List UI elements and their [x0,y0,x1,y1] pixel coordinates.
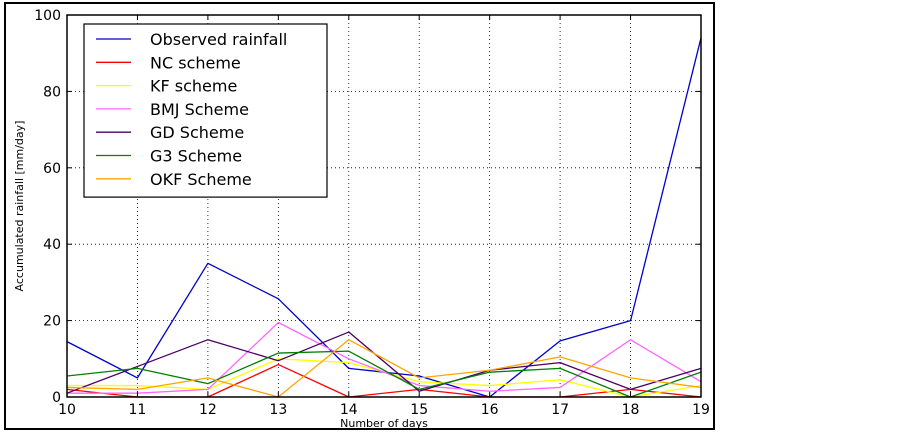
x-axis-label: Number of days [340,417,428,428]
plot-border [66,14,702,398]
grid-lines [67,15,701,397]
legend: Observed rainfall NC scheme KF scheme BMJ S… [83,23,328,198]
series-line [66,331,702,394]
x-tick-label: 10 [58,402,76,418]
x-tick-label: 17 [551,402,569,418]
x-tick-label: 18 [622,402,640,418]
legend-label: Observed rainfall [150,30,287,49]
x-tick-label: 13 [269,402,287,418]
series-line [66,339,702,398]
legend-label: KF scheme [150,77,237,96]
figure-frame: 10 11 12 13 14 15 16 17 18 19 0 20 40 60 80 100 Number… [4,2,715,430]
line-chart: 10 11 12 13 14 15 16 17 18 19 0 20 40 60 80 100 Number… [13,8,710,428]
series-line [66,350,702,398]
legend-label: G3 Scheme [150,147,242,166]
series-line [67,321,702,394]
x-tick-label: 16 [481,402,499,418]
legend-label: BMJ Scheme [150,100,249,119]
y-tick-label: 80 [43,84,61,100]
y-tick-label: 60 [43,161,61,177]
x-tick-label: 15 [410,402,428,418]
series-lines [66,37,702,398]
x-tick-label: 12 [199,402,217,418]
legend-label: NC scheme [150,53,241,72]
legend-box [83,23,328,198]
x-tick-labels: 10 11 12 13 14 15 16 17 18 19 [58,402,710,418]
y-tick-labels: 0 20 40 60 80 100 [34,8,61,406]
y-tick-label: 100 [34,8,61,24]
y-tick-label: 40 [43,237,61,253]
y-axis-label: Accumulated rainfall [mm/day] [13,121,26,292]
x-tick-label: 14 [340,402,358,418]
legend-label: GD Scheme [150,123,244,142]
legend-label: OKF Scheme [150,170,252,189]
y-tick-label: 0 [52,390,61,406]
x-tick-label: 19 [692,402,710,418]
y-tick-label: 20 [43,314,61,330]
x-tick-label: 11 [129,402,147,418]
